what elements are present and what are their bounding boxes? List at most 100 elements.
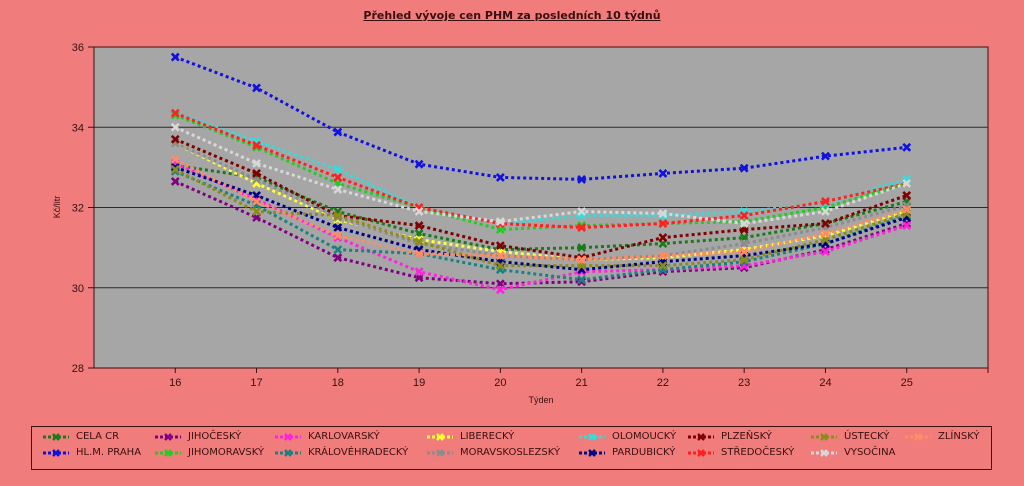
legend-label: ZLÍNSKÝ (938, 431, 980, 442)
legend-item-cela-cr: CELA CR (42, 431, 119, 442)
legend-label: JIHOČESKÝ (188, 431, 242, 442)
data-point (414, 249, 424, 259)
series-line (174, 111, 908, 230)
data-point (414, 207, 424, 216)
legend-swatch-icon (811, 432, 837, 441)
data-point (902, 191, 912, 200)
data-point (170, 176, 180, 186)
legend-label: MORAVSKOSLEZSKÝ (460, 447, 561, 458)
series-line (174, 168, 908, 268)
legend: CELA CR JIHOČESKÝ KARLOVARSKÝ LIBERECKÝ OLOM… (31, 426, 992, 470)
legend-item-plzensky: PLZEŇSKÝ (687, 431, 772, 442)
data-point (902, 205, 912, 214)
legend-swatch-icon (43, 432, 69, 441)
y-axis-title: Kč/litr (52, 196, 62, 219)
legend-label: LIBERECKÝ (460, 431, 515, 442)
data-point (658, 233, 668, 243)
data-point (333, 127, 343, 137)
series-zlinsky (170, 154, 912, 265)
data-point (902, 142, 912, 152)
legend-label: PARDUBICKÝ (612, 447, 676, 458)
legend-label: KARLOVARSKÝ (308, 431, 380, 442)
data-point (577, 174, 587, 184)
series-line (174, 55, 907, 181)
data-point (170, 134, 180, 144)
data-point (170, 108, 180, 118)
data-point (577, 223, 587, 232)
data-point (414, 221, 424, 230)
legend-item-hl-m-praha: HL.M. PRAHA (42, 447, 141, 458)
series-line (174, 137, 908, 260)
data-point (739, 219, 749, 228)
legend-label: JIHOMORAVSKÝ (188, 447, 265, 458)
y-tick-label: 28 (72, 363, 84, 375)
data-point (577, 255, 587, 265)
data-point (495, 217, 505, 226)
data-point (739, 163, 749, 173)
data-point (658, 168, 668, 178)
legend-item-liberecky: LIBERECKÝ (426, 431, 514, 442)
data-point (414, 159, 424, 169)
data-point (902, 179, 912, 188)
legend-label: ÚSTECKÝ (844, 431, 890, 442)
x-tick-label: 22 (657, 377, 669, 389)
series-line (174, 141, 908, 262)
chart-title: Přehled vývoje cen PHM za posledních 10 … (363, 9, 661, 22)
data-point (821, 247, 830, 257)
legend-item-vysocina: VYSOČINA (810, 447, 895, 458)
legend-item-karlovarsky: KARLOVARSKÝ (274, 431, 380, 442)
data-point (414, 237, 424, 247)
legend-label: KRÁLOVÉHRADECKÝ (308, 447, 409, 458)
x-tick-label: 16 (169, 377, 181, 389)
data-point (577, 243, 587, 253)
legend-label: PLZEŇSKÝ (721, 431, 772, 442)
data-point (333, 211, 343, 220)
data-point (414, 267, 424, 277)
y-tick-label: 34 (72, 122, 84, 134)
data-point (252, 140, 261, 150)
data-point (495, 172, 505, 182)
legend-swatch-icon (688, 432, 714, 441)
x-tick-label: 24 (819, 377, 831, 389)
y-tick-label: 36 (72, 42, 84, 54)
data-point (658, 261, 668, 271)
x-tick-label: 17 (250, 377, 262, 389)
data-point (739, 239, 749, 249)
data-point (495, 261, 505, 271)
data-point (821, 229, 830, 239)
legend-item-stredocesky: STŘEDOČESKÝ (687, 447, 794, 458)
x-tick-label: 20 (494, 377, 506, 389)
x-tick-label: 18 (332, 377, 344, 389)
legend-item-jihocesky: JIHOČESKÝ (154, 431, 241, 442)
y-tick-label: 32 (72, 203, 84, 215)
legend-swatch-icon (811, 448, 837, 457)
data-point (333, 223, 343, 232)
series-hl-m-praha (170, 52, 912, 184)
y-axis: 28 30 32 34 36 (72, 42, 94, 375)
data-point (739, 255, 749, 265)
data-point (577, 277, 587, 287)
series-line (174, 111, 908, 226)
series-plzensky (170, 134, 912, 263)
data-point (252, 168, 261, 178)
x-tick-label: 23 (738, 377, 750, 389)
series-line (174, 158, 908, 262)
data-point (658, 209, 668, 218)
legend-swatch-icon (579, 448, 605, 457)
gridlines (94, 126, 988, 289)
legend-label: STŘEDOČESKÝ (721, 447, 795, 458)
legend-swatch-icon (155, 432, 181, 441)
legend-swatch-icon (905, 432, 931, 441)
legend-swatch-icon (427, 432, 453, 441)
data-point (333, 172, 343, 182)
data-point (902, 221, 912, 230)
legend-swatch-icon (427, 448, 453, 457)
x-tick-label: 21 (576, 377, 588, 389)
data-point (333, 231, 343, 241)
legend-item-kralovehradecky: KRÁLOVÉHRADECKÝ (274, 447, 408, 458)
data-point (821, 197, 830, 206)
data-point (252, 83, 261, 93)
legend-swatch-icon (579, 432, 605, 441)
data-point (252, 207, 261, 216)
data-point (658, 251, 668, 261)
